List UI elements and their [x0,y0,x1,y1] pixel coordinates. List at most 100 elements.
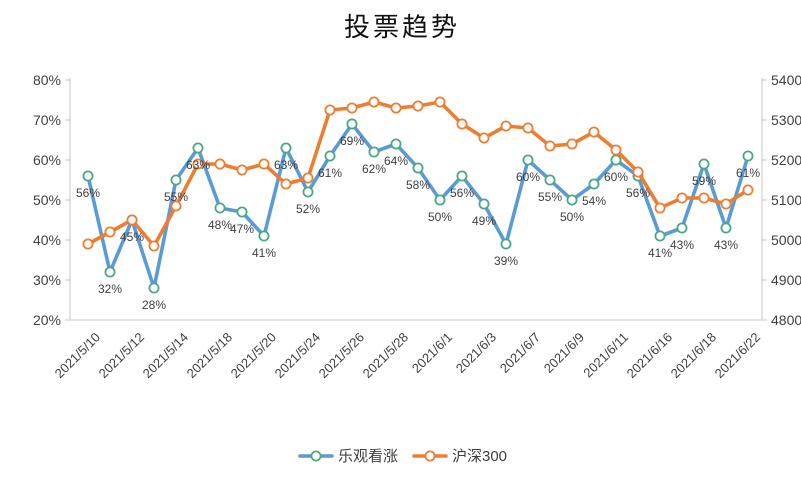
series-marker [368,146,380,158]
series-marker [676,222,688,234]
series-marker [236,206,248,218]
series-marker [698,158,710,170]
series-marker [434,194,446,206]
x-axis-tick-label: 2021/6/7 [497,330,543,376]
series-marker [742,184,754,196]
x-axis-tick-label: 2021/6/1 [409,330,455,376]
series-marker [346,102,358,114]
data-label: 61% [318,166,342,180]
data-label: 39% [494,254,518,268]
series-marker [368,96,380,108]
legend: 乐观看涨 沪深300 [298,448,507,465]
series-marker [324,150,336,162]
right-axis-tick-label: 5300 [771,112,801,128]
series-line-csi300 [86,100,750,248]
x-axis-tick-label: 2021/5/10 [52,330,104,382]
series-marker [170,174,182,186]
x-axis-tick-label: 2021/5/24 [272,330,324,382]
data-label: 69% [340,134,364,148]
series-marker [214,202,226,214]
series-marker [412,100,424,112]
left-axis-tick-label: 70% [33,112,61,128]
series-marker [214,158,226,170]
series-lines [82,96,754,294]
data-labels: 56% 32% 45% 28% 55% 63% 48%47% 41% 63% 52% 61% 69% 6… [76,134,760,312]
left-axis-tick-label: 30% [33,272,61,288]
series-marker [280,142,292,154]
x-axis-tick-label: 2021/5/28 [360,330,412,382]
left-axis-tick-label: 40% [33,232,61,248]
data-label: 63% [274,158,298,172]
left-axis-tick-label: 20% [33,312,61,328]
x-axis-tick-label: 2021/6/22 [712,330,764,382]
right-axis-tick-label: 4900 [771,272,801,288]
series-marker [522,154,534,166]
x-axis-tick-label: 2021/6/3 [453,330,499,376]
data-label: 56% [626,186,650,200]
x-axis-tick-label: 2021/5/20 [228,330,280,382]
series-marker [720,222,732,234]
x-axis-tick-label: 2021/5/18 [184,330,236,382]
right-axis-tick-label: 5400 [771,72,801,88]
data-label: 60% [604,170,628,184]
data-label: 64% [384,154,408,168]
series-marker [302,186,314,198]
x-axis-tick-label: 2021/5/14 [140,330,192,382]
data-label: 50% [560,210,584,224]
series-line-optimistic [86,122,750,290]
series-marker [654,230,666,242]
series-marker [346,118,358,130]
series-marker [324,104,336,116]
data-label: 63% [186,158,210,172]
series-marker [258,230,270,242]
data-label: 47% [230,222,254,236]
series-marker [302,172,314,184]
x-axis-tick-label: 2021/6/18 [668,330,720,382]
right-axis-tick-label: 5100 [771,192,801,208]
legend-item: 沪深300 [412,448,507,465]
legend-item: 乐观看涨 [298,448,398,465]
series-marker [192,158,204,170]
series-marker [566,194,578,206]
data-label: 43% [714,238,738,252]
data-label: 55% [538,190,562,204]
data-label: 55% [164,190,188,204]
series-marker [148,240,160,252]
left-axis-tick-label: 60% [33,152,61,168]
series-marker [456,170,468,182]
data-label: 50% [428,210,452,224]
data-label: 52% [296,202,320,216]
data-label: 48% [208,218,232,232]
series-marker [588,126,600,138]
series-marker [566,138,578,150]
series-marker [82,238,94,250]
data-label: 58% [406,178,430,192]
legend-label: 乐观看涨 [338,448,398,465]
series-marker [104,266,116,278]
series-marker [390,138,402,150]
data-label: 56% [76,186,100,200]
left-axis-tick-label: 80% [33,72,61,88]
series-marker [676,192,688,204]
data-label: 28% [142,298,166,312]
data-label: 41% [252,246,276,260]
series-marker [522,122,534,134]
series-marker [500,120,512,132]
series-marker [610,144,622,156]
x-axis-tick-label: 2021/5/12 [96,330,148,382]
series-marker [500,238,512,250]
data-label: 54% [582,194,606,208]
series-marker [544,174,556,186]
series-marker [192,142,204,154]
series-marker [170,200,182,212]
right-axis-tick-label: 5000 [771,232,801,248]
x-axis-tick-label: 2021/6/16 [624,330,676,382]
legend-label: 沪深300 [452,448,507,465]
series-marker [104,226,116,238]
data-label: 45% [120,230,144,244]
series-marker [742,150,754,162]
data-label: 43% [670,238,694,252]
data-label: 62% [362,162,386,176]
